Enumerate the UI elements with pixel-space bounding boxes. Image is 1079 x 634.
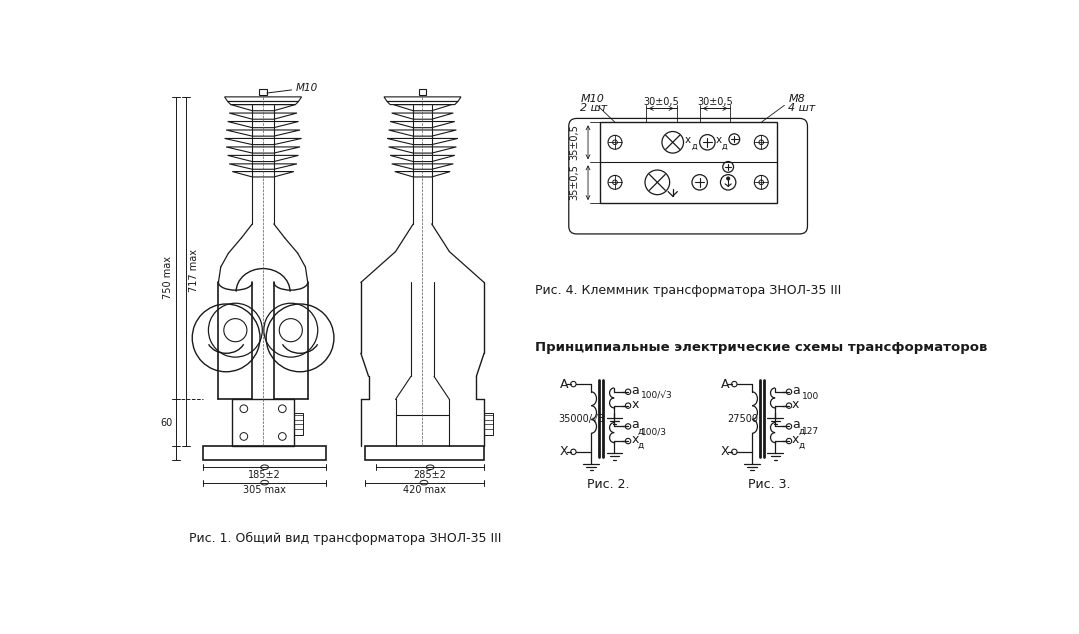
Text: А: А xyxy=(721,378,729,391)
Text: 4 шт: 4 шт xyxy=(789,103,816,113)
Bar xyxy=(484,413,493,435)
Text: Х: Х xyxy=(559,445,568,458)
Text: 100/3: 100/3 xyxy=(641,427,667,436)
Text: x: x xyxy=(685,135,692,145)
Text: д: д xyxy=(638,441,643,450)
Text: а: а xyxy=(792,418,800,431)
Bar xyxy=(232,399,293,446)
Text: Рис. 4. Клеммник трансформатора ЗНОЛ-35 III: Рис. 4. Клеммник трансформатора ЗНОЛ-35 … xyxy=(535,283,842,297)
Text: М8: М8 xyxy=(789,94,805,104)
Text: 100: 100 xyxy=(802,392,819,401)
Text: x: x xyxy=(792,433,800,446)
Circle shape xyxy=(726,177,729,180)
Text: 2 шт: 2 шт xyxy=(581,103,607,113)
Bar xyxy=(419,89,426,94)
Text: А: А xyxy=(560,378,568,391)
Text: 750 max: 750 max xyxy=(163,256,174,299)
Bar xyxy=(259,89,267,94)
Bar xyxy=(600,122,777,203)
Text: x: x xyxy=(792,398,800,411)
Text: 27500: 27500 xyxy=(727,414,759,424)
Text: 717 max: 717 max xyxy=(189,249,199,292)
Text: x: x xyxy=(715,135,722,145)
Text: 305 max: 305 max xyxy=(243,486,286,495)
Text: а: а xyxy=(631,384,639,397)
Text: д: д xyxy=(798,427,805,436)
Text: Рис. 3.: Рис. 3. xyxy=(748,477,790,491)
Text: Рис. 1. Общий вид трансформатора ЗНОЛ-35 III: Рис. 1. Общий вид трансформатора ЗНОЛ-35… xyxy=(189,531,502,545)
Text: 185±2: 185±2 xyxy=(248,470,281,480)
Text: д: д xyxy=(722,141,727,151)
Text: Принципиальные электрические схемы трансформаторов: Принципиальные электрические схемы транс… xyxy=(535,340,987,354)
Text: 127: 127 xyxy=(802,427,819,436)
Text: д: д xyxy=(692,141,697,151)
Text: М10: М10 xyxy=(296,84,317,93)
Bar xyxy=(365,446,484,460)
Text: 35±0,5: 35±0,5 xyxy=(569,164,579,200)
Text: x: x xyxy=(631,398,639,411)
Text: Рис. 2.: Рис. 2. xyxy=(587,477,629,491)
Bar xyxy=(203,446,326,460)
Text: 100/√3: 100/√3 xyxy=(641,392,673,401)
Text: М10: М10 xyxy=(581,94,604,104)
Text: 30±0,5: 30±0,5 xyxy=(643,97,679,107)
Bar xyxy=(293,413,303,435)
Text: 30±0,5: 30±0,5 xyxy=(697,97,733,107)
Text: 35±0,5: 35±0,5 xyxy=(569,124,579,160)
Text: д: д xyxy=(798,441,805,450)
Text: а: а xyxy=(631,418,639,431)
Text: 35000/√3: 35000/√3 xyxy=(559,414,605,424)
Text: 285±2: 285±2 xyxy=(413,470,447,480)
Text: 60: 60 xyxy=(161,418,173,427)
Text: Х: Х xyxy=(721,445,729,458)
Text: д: д xyxy=(638,427,643,436)
Text: а: а xyxy=(792,384,800,397)
Text: x: x xyxy=(631,433,639,446)
Text: 420 max: 420 max xyxy=(402,486,446,495)
